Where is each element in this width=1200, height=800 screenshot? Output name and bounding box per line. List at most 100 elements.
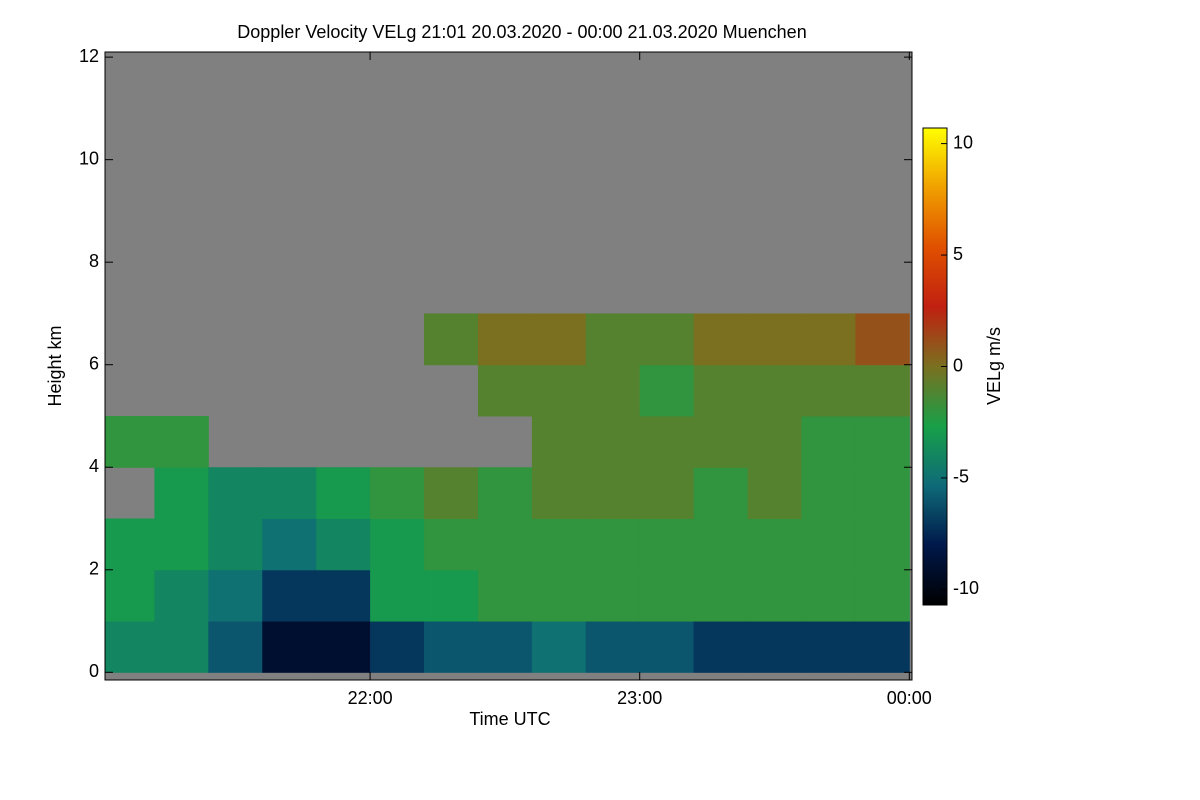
heatmap-cell xyxy=(801,415,856,468)
heatmap-cell xyxy=(370,518,425,571)
heatmap-cell xyxy=(154,467,209,520)
heatmap-cell xyxy=(477,467,533,520)
heatmap-cell xyxy=(639,621,695,673)
heatmap-cell xyxy=(855,518,910,571)
heatmap-cell xyxy=(531,364,587,417)
heatmap-cell xyxy=(801,569,856,622)
heatmap-cell xyxy=(801,621,856,673)
heatmap-cell xyxy=(477,313,533,366)
y-tick-label: 10 xyxy=(79,148,99,168)
heatmap-cell xyxy=(154,518,209,571)
heatmap-cell xyxy=(154,569,209,622)
heatmap-cell xyxy=(424,313,479,366)
heatmap-cell xyxy=(639,364,695,417)
x-tick-label: 23:00 xyxy=(617,688,662,708)
heatmap-cell xyxy=(105,569,155,622)
heatmap-cell xyxy=(531,621,587,673)
heatmap-cell xyxy=(747,364,802,417)
heatmap-cell xyxy=(370,621,425,673)
heatmap-cell xyxy=(262,467,317,520)
heatmap-cell xyxy=(639,467,695,520)
heatmap xyxy=(105,313,910,673)
heatmap-cell xyxy=(477,518,533,571)
x-axis-label: Time UTC xyxy=(469,709,550,729)
heatmap-cell xyxy=(801,467,856,520)
colorbar-tick-label: 0 xyxy=(953,355,963,375)
heatmap-cell xyxy=(693,313,749,366)
colorbar-tick-label: -10 xyxy=(953,578,979,598)
colorbar-label: VELg m/s xyxy=(984,327,1004,405)
heatmap-cell xyxy=(585,313,641,366)
heatmap-cell xyxy=(639,569,695,622)
plot-frame xyxy=(104,51,913,681)
heatmap-cell xyxy=(262,569,317,622)
heatmap-cell xyxy=(693,621,749,673)
heatmap-cell xyxy=(531,569,587,622)
y-tick-label: 12 xyxy=(79,46,99,66)
heatmap-cell xyxy=(424,467,479,520)
heatmap-cell xyxy=(855,313,910,366)
heatmap-cell xyxy=(801,364,856,417)
heatmap-cell xyxy=(747,621,802,673)
heatmap-cell xyxy=(693,415,749,468)
heatmap-cell xyxy=(208,621,263,673)
heatmap-cell xyxy=(693,569,749,622)
heatmap-cell xyxy=(801,313,856,366)
heatmap-cell xyxy=(693,364,749,417)
heatmap-cell xyxy=(477,569,533,622)
heatmap-cell xyxy=(639,415,695,468)
heatmap-cell xyxy=(855,364,910,417)
heatmap-cell xyxy=(370,467,425,520)
heatmap-cell xyxy=(747,467,802,520)
heatmap-cell xyxy=(855,621,910,673)
heatmap-cell xyxy=(855,415,910,468)
heatmap-cell xyxy=(693,467,749,520)
heatmap-cell xyxy=(585,364,641,417)
heatmap-cell xyxy=(105,518,155,571)
heatmap-cell xyxy=(531,415,587,468)
heatmap-cell xyxy=(316,621,371,673)
heatmap-cell xyxy=(316,518,371,571)
heatmap-cell xyxy=(747,518,802,571)
heatmap-cell xyxy=(747,569,802,622)
heatmap-cell xyxy=(154,415,209,468)
y-tick-label: 2 xyxy=(89,559,99,579)
heatmap-cell xyxy=(424,569,479,622)
heatmap-cell xyxy=(424,518,479,571)
colorbar-tick-label: -5 xyxy=(953,467,969,487)
y-axis-label: Height km xyxy=(45,325,65,406)
heatmap-cell xyxy=(208,569,263,622)
chart-title: Doppler Velocity VELg 21:01 20.03.2020 -… xyxy=(237,22,806,42)
x-tick-label: 22:00 xyxy=(348,688,393,708)
heatmap-cell xyxy=(208,467,263,520)
y-tick-label: 6 xyxy=(89,353,99,373)
heatmap-cell xyxy=(639,518,695,571)
heatmap-cell xyxy=(585,621,641,673)
heatmap-cell xyxy=(531,518,587,571)
heatmap-cell xyxy=(531,467,587,520)
heatmap-cell xyxy=(424,621,479,673)
heatmap-cell xyxy=(262,621,317,673)
heatmap-cell xyxy=(585,415,641,468)
heatmap-cell xyxy=(262,518,317,571)
heatmap-cell xyxy=(639,313,695,366)
heatmap-cell xyxy=(855,467,910,520)
y-tick-label: 0 xyxy=(89,661,99,681)
heatmap-cell xyxy=(747,415,802,468)
heatmap-cell xyxy=(477,364,533,417)
x-tick-label: 00:00 xyxy=(887,688,932,708)
heatmap-cell xyxy=(585,518,641,571)
heatmap-cell xyxy=(477,621,533,673)
colorbar-tick-label: 5 xyxy=(953,244,963,264)
heatmap-cell xyxy=(585,467,641,520)
heatmap-cell xyxy=(585,569,641,622)
heatmap-cell xyxy=(154,621,209,673)
heatmap-cell xyxy=(208,518,263,571)
heatmap-cell xyxy=(801,518,856,571)
colorbar-tick-label: 10 xyxy=(953,132,973,152)
heatmap-cell xyxy=(747,313,802,366)
heatmap-cell xyxy=(316,569,371,622)
heatmap-cell xyxy=(693,518,749,571)
heatmap-cell xyxy=(105,621,155,673)
